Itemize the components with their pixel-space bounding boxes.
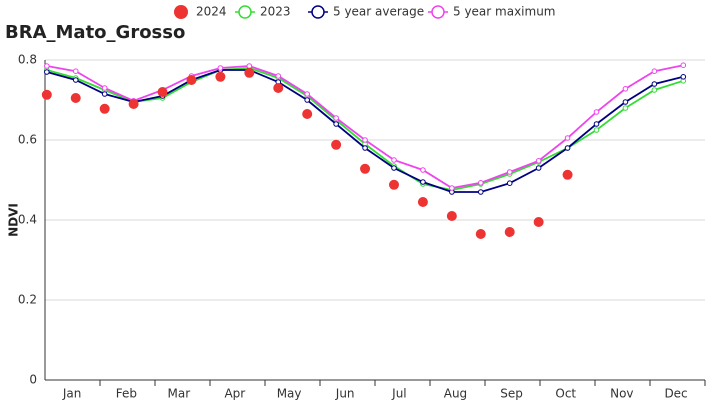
dot bbox=[99, 103, 110, 114]
line-marker bbox=[44, 63, 50, 69]
x-tick-label: Nov bbox=[610, 387, 633, 400]
legend-label: 2024 bbox=[196, 5, 227, 19]
line-marker bbox=[535, 158, 542, 164]
legend-marker bbox=[431, 5, 445, 19]
line-marker bbox=[275, 73, 282, 79]
y-tick-label: 0.8 bbox=[18, 53, 37, 67]
x-tick-label: Mar bbox=[167, 387, 190, 400]
dot bbox=[417, 197, 428, 207]
dot bbox=[302, 109, 313, 119]
x-tick-label: Feb bbox=[116, 387, 137, 400]
line-marker bbox=[680, 62, 687, 68]
dot bbox=[446, 211, 457, 221]
legend-marker bbox=[311, 5, 325, 19]
line-marker bbox=[651, 81, 658, 87]
line-marker bbox=[362, 145, 368, 151]
line-marker bbox=[651, 87, 658, 93]
y-tick-label: 0.4 bbox=[18, 213, 37, 227]
dot bbox=[186, 75, 197, 85]
line-marker bbox=[564, 135, 571, 141]
line-marker bbox=[304, 91, 310, 97]
y-tick-label: 0.2 bbox=[18, 293, 37, 307]
x-tick-label: Jun bbox=[335, 387, 355, 400]
line-marker bbox=[391, 165, 397, 171]
line-marker bbox=[101, 85, 108, 91]
dot bbox=[70, 93, 81, 103]
line-marker bbox=[333, 115, 339, 121]
line-marker bbox=[593, 109, 600, 115]
line-marker bbox=[420, 179, 426, 185]
x-tick-label: Dec bbox=[664, 387, 687, 400]
x-tick-label: Jan bbox=[62, 387, 82, 400]
dot bbox=[360, 163, 371, 174]
line-marker bbox=[680, 74, 687, 80]
line-marker bbox=[564, 145, 571, 151]
line-marker bbox=[420, 167, 426, 173]
dot bbox=[128, 99, 139, 109]
dot bbox=[41, 89, 52, 100]
dot bbox=[475, 229, 486, 239]
line-marker bbox=[246, 63, 253, 69]
dot bbox=[244, 67, 255, 78]
dot bbox=[388, 179, 399, 190]
y-axis-label: NDVI bbox=[7, 203, 21, 237]
legend-marker bbox=[238, 5, 252, 19]
x-tick-label: Sep bbox=[500, 387, 523, 400]
dot bbox=[273, 83, 284, 93]
line-marker bbox=[72, 77, 79, 83]
legend-label: 2023 bbox=[260, 5, 291, 19]
x-tick-label: Aug bbox=[444, 387, 467, 400]
y-tick-label: 0 bbox=[29, 373, 37, 387]
line-marker bbox=[477, 180, 484, 186]
line-marker bbox=[449, 185, 455, 191]
chart-title: BRA_Mato_Grosso bbox=[5, 22, 185, 43]
legend-label: 5 year maximum bbox=[453, 5, 556, 19]
line-marker bbox=[622, 105, 629, 111]
line-marker bbox=[622, 99, 629, 105]
dot bbox=[504, 227, 515, 237]
x-tick-label: Jul bbox=[391, 387, 406, 400]
dot bbox=[331, 139, 342, 150]
y-tick-label: 0.6 bbox=[18, 133, 37, 147]
x-tick-label: Oct bbox=[555, 387, 576, 400]
line-marker bbox=[391, 157, 397, 163]
dot bbox=[215, 71, 226, 82]
line-marker bbox=[593, 121, 600, 127]
dot bbox=[562, 169, 573, 180]
dot bbox=[533, 217, 544, 227]
line-marker bbox=[651, 68, 658, 74]
line-marker bbox=[506, 180, 513, 186]
line-marker bbox=[362, 137, 368, 143]
line-marker bbox=[535, 165, 542, 171]
line-marker bbox=[593, 127, 600, 133]
dot bbox=[157, 87, 168, 97]
line-marker bbox=[304, 97, 310, 103]
line-marker bbox=[333, 121, 339, 127]
line-marker bbox=[217, 65, 224, 71]
line-marker bbox=[506, 169, 513, 175]
line-marker bbox=[622, 86, 629, 92]
line-marker bbox=[477, 189, 484, 195]
x-tick-label: May bbox=[277, 387, 302, 400]
line-marker bbox=[72, 68, 79, 74]
legend-label: 5 year average bbox=[333, 5, 424, 19]
line-marker bbox=[44, 69, 50, 75]
legend-marker bbox=[174, 5, 188, 19]
line-marker bbox=[101, 91, 108, 97]
x-tick-label: Apr bbox=[224, 387, 245, 400]
